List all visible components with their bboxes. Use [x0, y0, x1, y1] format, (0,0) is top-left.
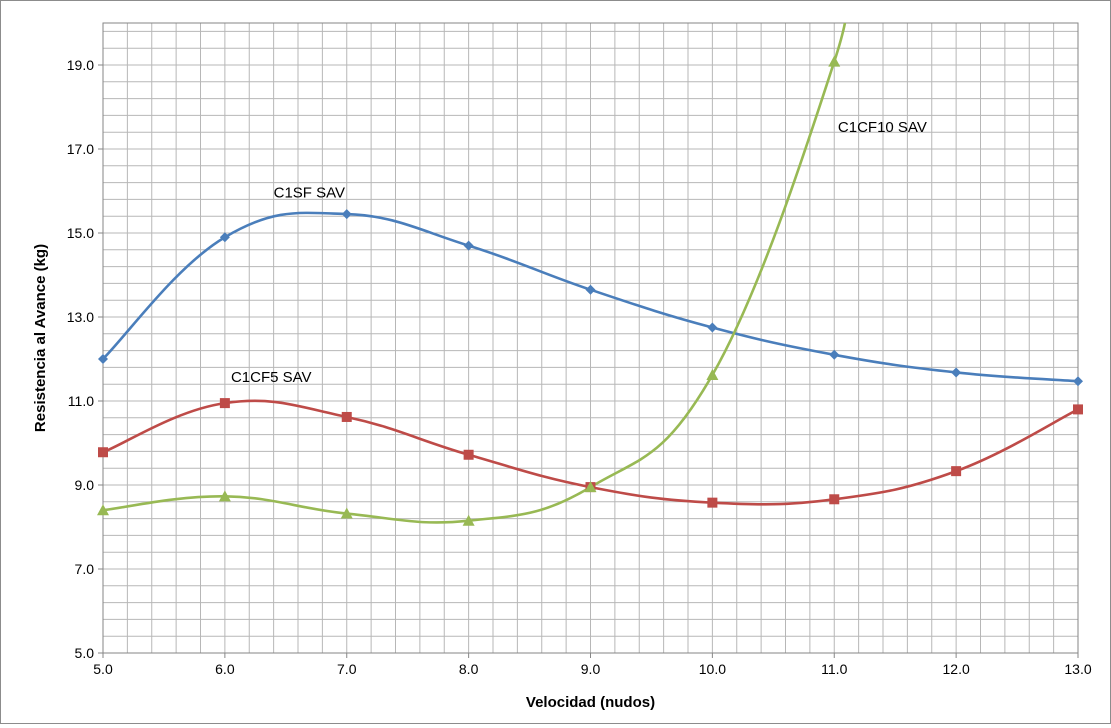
data-point-diamond — [341, 209, 352, 220]
y-tick-label: 19.0 — [67, 57, 94, 73]
x-axis-title: Velocidad (nudos) — [526, 694, 655, 711]
data-point-square — [951, 466, 962, 477]
y-tick-label: 7.0 — [75, 561, 95, 577]
y-tick-label: 5.0 — [75, 645, 95, 661]
data-point-diamond — [463, 240, 474, 251]
x-tick-label: 5.0 — [93, 661, 113, 677]
axis-tick-labels: 5.0 6.0 7.0 8.0 9.0 10.0 11.0 12.0 13.0 5.0 7.0 9.0… — [67, 57, 1092, 677]
data-point-diamond — [1073, 376, 1083, 387]
data-point-diamond — [829, 349, 840, 360]
data-point-triangle — [584, 481, 597, 493]
data-point-diamond — [219, 232, 230, 243]
data-point-square — [1073, 404, 1083, 415]
data-point-square — [463, 449, 474, 460]
data-point-diamond — [98, 354, 108, 364]
x-tick-label: 10.0 — [699, 661, 726, 677]
series-line-c1cf10-sav — [103, 23, 847, 524]
grid-lines — [102, 23, 1079, 654]
data-point-triangle — [828, 55, 841, 67]
x-tick-label: 6.0 — [215, 661, 235, 677]
y-tick-label: 9.0 — [75, 477, 95, 493]
data-point-triangle — [462, 514, 475, 526]
series-markers — [97, 55, 1083, 526]
x-tick-label: 7.0 — [337, 661, 357, 677]
series-label-c1cf10-sav: C1CF10 SAV — [838, 119, 927, 136]
x-tick-label: 11.0 — [821, 661, 847, 677]
data-point-triangle — [218, 490, 231, 502]
series-label-c1cf5-sav: C1CF5 SAV — [231, 369, 312, 386]
data-point-diamond — [951, 367, 962, 378]
y-axis-title: Resistencia al Avance (kg) — [32, 244, 49, 432]
data-point-triangle — [340, 507, 353, 519]
data-point-square — [98, 447, 108, 458]
data-point-square — [707, 497, 718, 508]
x-tick-label: 9.0 — [581, 661, 601, 677]
y-tick-label: 15.0 — [67, 225, 94, 241]
data-point-square — [341, 411, 352, 422]
x-tick-label: 13.0 — [1064, 661, 1091, 677]
data-point-diamond — [707, 322, 718, 333]
y-tick-label: 17.0 — [67, 141, 94, 157]
data-point-square — [829, 494, 840, 505]
y-tick-label: 11.0 — [68, 393, 94, 409]
series-label-c1sf-sav: C1SF SAV — [274, 184, 345, 201]
y-tick-label: 13.0 — [67, 309, 94, 325]
axis-ticks — [98, 64, 1079, 658]
x-tick-label: 8.0 — [459, 661, 479, 677]
data-point-diamond — [585, 284, 596, 295]
data-point-triangle — [706, 368, 719, 380]
data-point-square — [219, 398, 230, 409]
x-tick-label: 12.0 — [943, 661, 970, 677]
data-point-triangle — [97, 504, 109, 516]
